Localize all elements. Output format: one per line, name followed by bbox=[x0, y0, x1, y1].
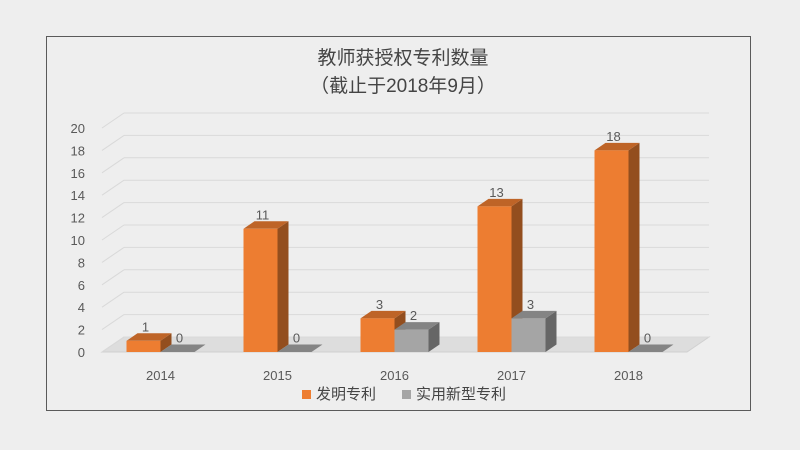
bar-2015-1 bbox=[277, 344, 323, 352]
gridline-side bbox=[101, 224, 125, 241]
y-tick-label: 20 bbox=[71, 121, 85, 136]
legend-swatch bbox=[302, 390, 311, 399]
legend-swatch bbox=[402, 390, 411, 399]
bar-2018-1 bbox=[628, 344, 674, 352]
data-label: 0 bbox=[176, 331, 183, 346]
legend: 发明专利 实用新型专利 bbox=[302, 386, 506, 403]
gridline-side bbox=[101, 112, 125, 129]
gridline-side bbox=[101, 336, 125, 353]
chart-subtitle: （截止于2018年9月） bbox=[310, 75, 496, 97]
bar-top bbox=[394, 322, 440, 330]
bar-2015-0 bbox=[243, 221, 289, 352]
y-tick-label: 0 bbox=[78, 345, 85, 360]
bar-2016-1 bbox=[394, 322, 440, 352]
chart-svg: 教师获授权专利数量 （截止于2018年9月） 02468101214161820… bbox=[71, 47, 711, 403]
data-label: 2 bbox=[410, 308, 417, 323]
chart-frame: 教师获授权专利数量 （截止于2018年9月） 0 2 4 6 8 10 12 14 16 18 20… bbox=[46, 36, 751, 411]
bar-2014-0 bbox=[126, 333, 172, 352]
y-tick-label: 16 bbox=[71, 166, 85, 181]
bar-side bbox=[428, 322, 440, 352]
data-label: 3 bbox=[376, 297, 383, 312]
y-tick-label: 12 bbox=[71, 211, 85, 226]
legend-label: 实用新型专利 bbox=[416, 386, 506, 403]
bar-top bbox=[277, 344, 323, 352]
bar-2017-1 bbox=[511, 310, 557, 352]
y-tick-label: 8 bbox=[78, 255, 85, 270]
gridline-side bbox=[101, 157, 125, 174]
bar-front bbox=[243, 228, 278, 352]
bar-front bbox=[511, 318, 546, 352]
bar-top bbox=[594, 142, 640, 151]
x-tick-label: 2017 bbox=[497, 368, 526, 383]
bars bbox=[126, 142, 674, 352]
data-label: 3 bbox=[527, 297, 534, 312]
bar-top bbox=[628, 344, 674, 352]
bar-top bbox=[477, 198, 523, 207]
y-tick-label: 14 bbox=[71, 188, 85, 203]
bar-front bbox=[477, 206, 512, 352]
bar-side bbox=[545, 310, 557, 352]
data-label: 18 bbox=[606, 129, 620, 144]
bar-top bbox=[160, 344, 206, 352]
data-label: 13 bbox=[489, 185, 503, 200]
gridline-side bbox=[101, 202, 125, 219]
bar-2018-0 bbox=[594, 142, 640, 352]
bar-top bbox=[243, 221, 289, 229]
data-label: 0 bbox=[293, 331, 300, 346]
chart-title: 教师获授权专利数量 bbox=[317, 47, 488, 69]
gridline-side bbox=[101, 269, 125, 286]
bar-top bbox=[126, 333, 172, 341]
gridline-side bbox=[101, 134, 125, 151]
gridline-side bbox=[101, 291, 125, 308]
bar-2017-0 bbox=[477, 198, 523, 352]
bar-2014-1 bbox=[160, 344, 206, 352]
labels: 0246810121416182010201411020153220161332… bbox=[71, 121, 652, 383]
y-tick-label: 10 bbox=[71, 233, 85, 248]
bar-top bbox=[511, 310, 557, 319]
x-tick-label: 2016 bbox=[380, 368, 409, 383]
bar-side bbox=[277, 221, 289, 352]
legend-label: 发明专利 bbox=[316, 386, 376, 403]
bar-front bbox=[360, 318, 395, 352]
data-label: 1 bbox=[142, 319, 149, 334]
y-tick-label: 4 bbox=[78, 300, 85, 315]
y-tick-label: 6 bbox=[78, 278, 85, 293]
data-label: 11 bbox=[256, 207, 270, 222]
gridline-side bbox=[101, 246, 125, 263]
bar-front bbox=[594, 150, 629, 352]
gridline-side bbox=[101, 314, 125, 331]
y-tick-label: 18 bbox=[71, 143, 85, 158]
bar-front bbox=[126, 340, 161, 352]
bar-top bbox=[360, 310, 406, 319]
bar-side bbox=[160, 333, 172, 352]
data-label: 0 bbox=[644, 331, 651, 346]
y-tick-label: 2 bbox=[78, 323, 85, 338]
x-tick-label: 2018 bbox=[614, 368, 643, 383]
x-tick-label: 2014 bbox=[146, 368, 175, 383]
gridline-side bbox=[101, 179, 125, 196]
x-tick-label: 2015 bbox=[263, 368, 292, 383]
bar-side bbox=[628, 142, 640, 352]
bar-front bbox=[394, 329, 429, 352]
